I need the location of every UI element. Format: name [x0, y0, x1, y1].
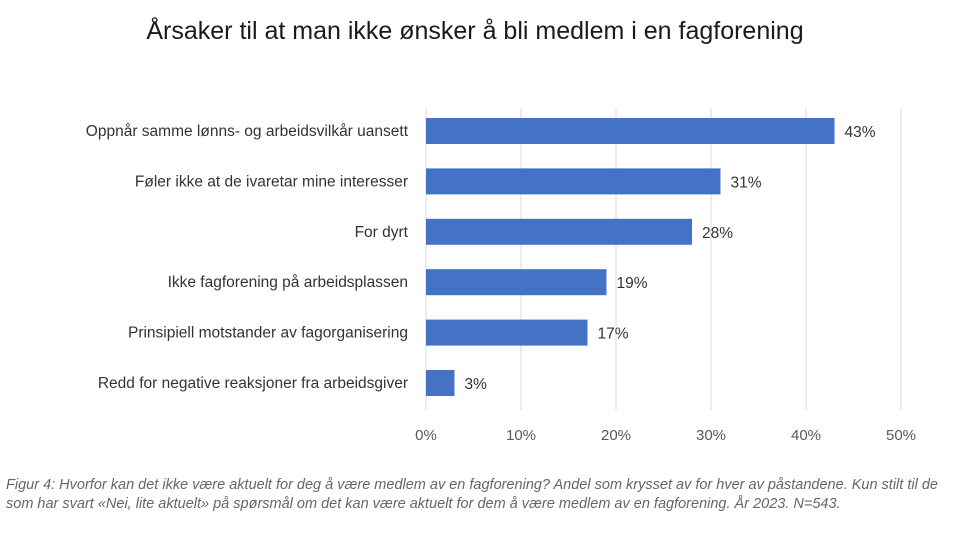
x-tick-label: 10% [506, 427, 536, 444]
category-label: Redd for negative reaksjoner fra arbeids… [98, 375, 408, 392]
category-labels: Oppnår samme lønns- og arbeidsvilkår uan… [86, 123, 409, 392]
x-axis-ticks: 0% 10% 20% 30% 40% 50% [415, 427, 916, 444]
x-tick-label: 40% [791, 427, 821, 444]
chart-title: Årsaker til at man ikke ønsker å bli med… [146, 17, 804, 45]
category-label: Oppnår samme lønns- og arbeidsvilkår uan… [86, 123, 409, 140]
bar [426, 118, 835, 144]
bars [426, 118, 835, 396]
value-label: 31% [731, 174, 762, 191]
category-label: Ikke fagforening på arbeidsplassen [168, 274, 408, 291]
bar-chart: Oppnår samme lønns- og arbeidsvilkår uan… [86, 108, 916, 444]
x-tick-label: 50% [886, 427, 916, 444]
x-tick-label: 20% [601, 427, 631, 444]
x-tick-label: 0% [415, 427, 437, 444]
bar [426, 269, 607, 296]
bar [426, 319, 588, 346]
x-tick-label: 30% [696, 427, 726, 444]
gridlines [425, 108, 902, 410]
value-label: 3% [465, 376, 488, 393]
value-label: 43% [845, 124, 876, 141]
bar [426, 370, 455, 396]
bar [426, 218, 692, 245]
category-label: For dyrt [355, 224, 409, 241]
category-label: Føler ikke at de ivaretar mine interesse… [135, 173, 408, 190]
bar [426, 168, 721, 195]
category-label: Prinsipiell motstander av fagorganiserin… [128, 325, 408, 342]
value-label: 28% [702, 225, 733, 242]
value-labels: 43% 31% 28% 19% 17% 3% [465, 124, 876, 393]
value-label: 19% [617, 275, 648, 292]
figure-caption: Figur 4: Hvorfor kan det ikke være aktue… [6, 477, 938, 512]
value-label: 17% [598, 326, 629, 343]
